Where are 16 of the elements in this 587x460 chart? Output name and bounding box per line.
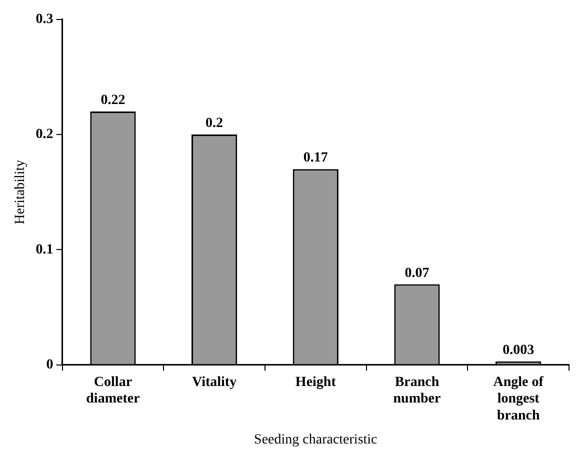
- data-label: 0.003: [502, 342, 534, 358]
- data-label: 0.17: [303, 150, 328, 166]
- y-tick-label: 0.1: [36, 242, 54, 258]
- data-label: 0.22: [100, 93, 126, 108]
- x-axis-title: Seeding characteristic: [254, 432, 378, 448]
- y-axis-title: Heritability: [13, 160, 28, 224]
- x-tick-label: Angle of longest branch: [493, 374, 544, 424]
- x-tick-label: Height: [295, 374, 336, 390]
- y-tick-label: 0.3: [36, 12, 54, 28]
- y-tick-label: 0.2: [36, 127, 54, 142]
- y-tick-label: 0: [46, 357, 54, 372]
- x-tick-label: Vitality: [192, 374, 237, 390]
- x-tick-label: Collar diameter: [86, 374, 140, 407]
- x-tick-label: Branch number: [393, 374, 441, 407]
- data-label: 0.07: [404, 266, 430, 281]
- data-label: 0.2: [206, 116, 224, 132]
